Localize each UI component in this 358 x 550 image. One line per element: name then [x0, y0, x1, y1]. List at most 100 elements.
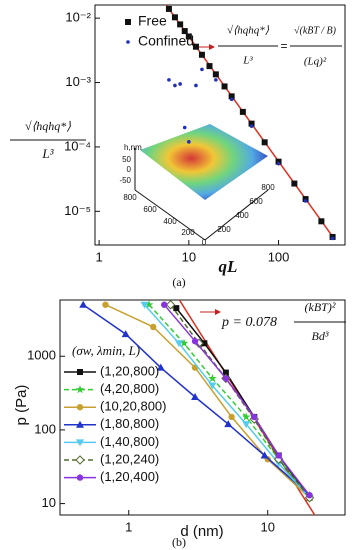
annotation: (Lq)²: [304, 56, 327, 68]
legend-title: (σw, λmin, L): [72, 343, 140, 358]
point: [228, 93, 235, 100]
inset-tick: 600: [249, 197, 263, 206]
point: [192, 43, 199, 50]
point: [76, 404, 84, 411]
plot-frame: [59, 299, 346, 516]
x-label: d (nm): [180, 523, 223, 540]
panel-label: (b): [172, 535, 186, 549]
y-label: p (Pa): [13, 385, 30, 426]
point: [165, 5, 172, 12]
point: [185, 33, 192, 40]
y-tick-label: 10⁻²: [65, 10, 91, 25]
point: [291, 180, 298, 187]
point: [167, 78, 171, 82]
series-line: [105, 304, 311, 499]
inset-tick: 0: [202, 238, 207, 247]
inset-tick: 800: [261, 183, 275, 192]
point: [175, 340, 184, 348]
point: [75, 385, 85, 394]
point: [229, 97, 234, 102]
annotation: p = 0.078: [221, 315, 277, 330]
inset-tick: 400: [163, 217, 177, 226]
point: [260, 451, 269, 459]
point: [79, 300, 88, 308]
x-tick-label: 1: [125, 519, 132, 534]
point: [178, 82, 182, 86]
annotation: L³: [242, 55, 253, 67]
point: [241, 412, 251, 421]
annotation: √⟨hqhq*⟩: [227, 25, 270, 37]
point: [156, 363, 165, 371]
point: [306, 491, 313, 499]
point: [179, 338, 189, 347]
inset-tick: 50: [122, 155, 131, 164]
point: [208, 373, 217, 383]
plot-area: [79, 300, 316, 515]
x-label: qL: [219, 257, 238, 276]
point: [187, 140, 191, 144]
point: [76, 420, 84, 428]
point: [206, 63, 213, 70]
point: [302, 196, 309, 203]
point: [198, 51, 205, 58]
inset-tick: 200: [217, 225, 231, 234]
inset-tick: 600: [143, 205, 157, 214]
y-tick-label: 10⁻⁴: [64, 138, 91, 153]
point: [182, 125, 187, 130]
inset: h,nm 50 0 -50 800 600 400 200 0 200 400 …: [119, 124, 275, 247]
point: [275, 452, 282, 459]
y-tick-label: 10⁻⁵: [64, 203, 91, 218]
point: [221, 83, 228, 90]
panel-label: (a): [172, 275, 185, 289]
y-label-numerator: √⟨hqhq*⟩: [25, 119, 71, 133]
legend-marker: [125, 19, 131, 25]
legend-label: (1,20,240): [100, 451, 159, 466]
point: [150, 323, 157, 331]
y-tick-label: 1000: [27, 348, 56, 363]
legend-label: (1,80,800): [100, 416, 159, 431]
legend-label: (4,20,800): [100, 381, 159, 396]
point: [102, 301, 109, 308]
point: [251, 413, 258, 421]
inset-tick: 0: [127, 165, 132, 174]
point: [214, 78, 218, 82]
legend-label: (1,20,400): [100, 469, 159, 484]
point: [177, 21, 184, 28]
inset-tick: 400: [235, 211, 249, 220]
y-label-denominator: L³: [41, 146, 54, 161]
legend-label: (1,20,800): [100, 363, 159, 378]
point: [228, 413, 235, 421]
point: [330, 236, 335, 241]
legend-label: Confined: [138, 33, 194, 49]
point: [173, 305, 180, 312]
point: [76, 474, 84, 481]
point: [194, 83, 198, 88]
point: [239, 108, 246, 115]
series-line: [163, 304, 311, 496]
x-tick-label: 1: [95, 249, 102, 264]
point: [200, 67, 204, 72]
point: [275, 158, 282, 165]
point: [75, 455, 85, 465]
point: [261, 139, 268, 146]
x-tick-label: 100: [268, 249, 290, 264]
y-tick-label: 10: [42, 495, 56, 510]
point: [208, 382, 217, 390]
inset-z-label: h,nm: [124, 143, 142, 152]
inset-tick: -50: [119, 176, 131, 185]
point: [181, 28, 188, 35]
legend-label: (1,40,800): [100, 434, 159, 449]
legend-label: Free: [138, 13, 167, 29]
point: [144, 300, 154, 309]
plot-area: [165, 5, 336, 241]
annotation: √(kBT / B): [294, 25, 337, 36]
point: [318, 218, 325, 225]
point: [173, 83, 177, 88]
point: [222, 369, 229, 376]
point: [212, 71, 219, 78]
point: [161, 301, 168, 308]
point: [248, 120, 255, 127]
point: [165, 300, 176, 310]
point: [191, 392, 200, 400]
